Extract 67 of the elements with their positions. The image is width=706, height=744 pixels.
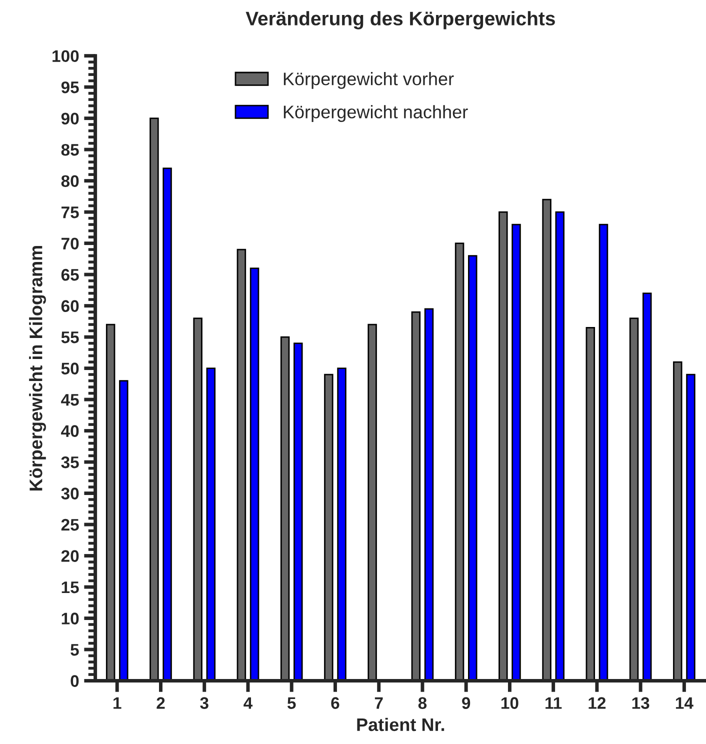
bar	[368, 324, 377, 681]
legend-label: Körpergewicht vorher	[284, 72, 454, 89]
bar	[498, 211, 508, 681]
bar	[250, 268, 260, 681]
bar	[598, 224, 608, 681]
y-tick-label: 70	[62, 238, 79, 250]
x-tick-label: 7	[374, 697, 383, 709]
bar	[586, 326, 596, 681]
x-tick-label: 9	[462, 697, 470, 709]
x-tick-label: 2	[156, 697, 165, 709]
y-tick-label: 20	[61, 550, 79, 562]
y-tick-label: 30	[61, 488, 79, 500]
chart-title: Veränderung des Körpergewichts	[246, 11, 555, 30]
bar	[337, 368, 346, 681]
y-tick-label: 15	[62, 582, 79, 594]
y-tick-label: 50	[61, 362, 79, 374]
x-tick-label: 5	[287, 697, 296, 709]
y-tick-label: 85	[61, 144, 79, 156]
bar	[294, 342, 303, 681]
bar	[629, 318, 639, 681]
bar	[206, 368, 216, 681]
y-tick-label: 80	[61, 175, 79, 187]
x-tick-label: 8	[418, 697, 427, 709]
y-tick-label: 0	[70, 675, 79, 687]
x-tick-label: 14	[676, 697, 694, 709]
bar	[324, 374, 334, 681]
y-tick-label: 65	[61, 268, 79, 281]
x-tick-label: 11	[546, 697, 562, 709]
bar	[542, 198, 552, 681]
bar	[119, 380, 128, 681]
y-tick-label: 100	[52, 50, 79, 62]
bar	[555, 211, 564, 681]
bar	[150, 118, 159, 681]
bar	[673, 361, 682, 681]
y-tick-label: 90	[61, 112, 79, 124]
bar	[424, 308, 434, 681]
legend-label: Körpergewicht nachher	[284, 105, 468, 122]
y-tick-label: 60	[61, 300, 79, 312]
x-tick-label: 6	[331, 697, 340, 709]
x-tick-label: 12	[588, 697, 606, 709]
y-axis-title: Körpergewicht in Kilogramm	[29, 246, 46, 490]
y-tick-label: 5	[70, 644, 79, 656]
x-tick-label: 1	[114, 697, 122, 709]
bar	[162, 168, 172, 681]
bar	[454, 242, 464, 681]
y-tick-label: 10	[62, 612, 79, 624]
bar	[512, 224, 521, 681]
bar	[236, 248, 246, 681]
bar	[411, 311, 421, 681]
bar	[642, 292, 652, 681]
x-tick-label: 4	[244, 697, 253, 709]
y-tick-label: 45	[61, 394, 79, 406]
y-tick-label: 35	[61, 456, 79, 468]
x-tick-label: 3	[200, 697, 208, 709]
bar	[106, 324, 116, 681]
bar	[193, 318, 202, 681]
y-tick-label: 25	[61, 518, 79, 531]
bar	[686, 374, 696, 681]
x-tick-label: 10	[501, 697, 518, 709]
y-tick-label: 55	[61, 332, 79, 344]
y-tick-label: 75	[62, 206, 79, 218]
bar	[468, 255, 478, 681]
y-tick-label: 40	[61, 425, 79, 437]
y-tick-label: 95	[61, 81, 79, 94]
x-axis-title: Patient Nr.	[357, 718, 444, 732]
bar	[280, 336, 290, 681]
x-tick-label: 13	[632, 697, 650, 709]
